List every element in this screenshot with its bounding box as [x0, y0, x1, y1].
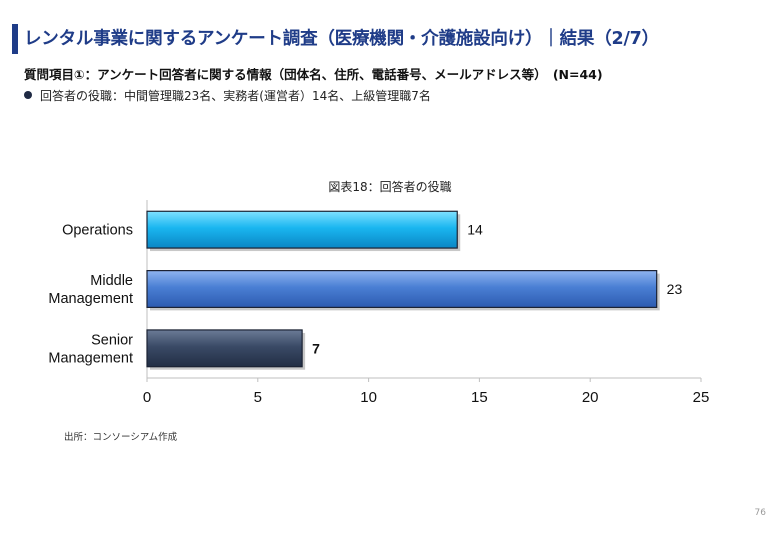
page-number: 76 [754, 508, 766, 518]
category-label-senior-management: Senior [91, 332, 133, 348]
respondent-summary: 回答者の役職：中間管理職23名、実務者(運営者）14名、上級管理職7名 [24, 87, 431, 104]
bullet-icon [24, 91, 32, 99]
value-label-operations: 14 [467, 222, 483, 238]
bar-senior-management [146, 329, 303, 368]
category-label-middle-management: Middle [90, 273, 133, 289]
respondent-summary-text: 回答者の役職：中間管理職23名、実務者(運営者）14名、上級管理職7名 [40, 89, 431, 103]
category-label-middle-management: Management [48, 291, 133, 307]
x-tick-label: 20 [582, 389, 599, 406]
x-tick-label: 10 [360, 389, 377, 406]
bar-operations [146, 210, 458, 249]
page-title: レンタル事業に関するアンケート調査（医療機関・介護施設向け）｜結果（2/7） [24, 29, 659, 49]
value-label-senior-management: 7 [312, 340, 320, 356]
x-tick-label: 25 [693, 389, 710, 406]
x-tick-label: 15 [471, 389, 488, 406]
x-tick-label: 5 [254, 389, 262, 406]
source-note: 出所：コンソーシアム作成 [64, 432, 178, 443]
x-tick-label: 0 [143, 389, 151, 406]
chart-title: 図表18：回答者の役職 [328, 180, 452, 194]
value-label-middle-management: 23 [667, 281, 683, 297]
category-label-senior-management: Management [48, 350, 133, 366]
question-heading: 質問項目①：アンケート回答者に関する情報（団体名、住所、電話番号、メールアドレス… [24, 67, 603, 82]
title-accent-bar [12, 24, 18, 54]
category-label-operations: Operations [62, 223, 133, 239]
bar-middle-management [146, 270, 658, 308]
